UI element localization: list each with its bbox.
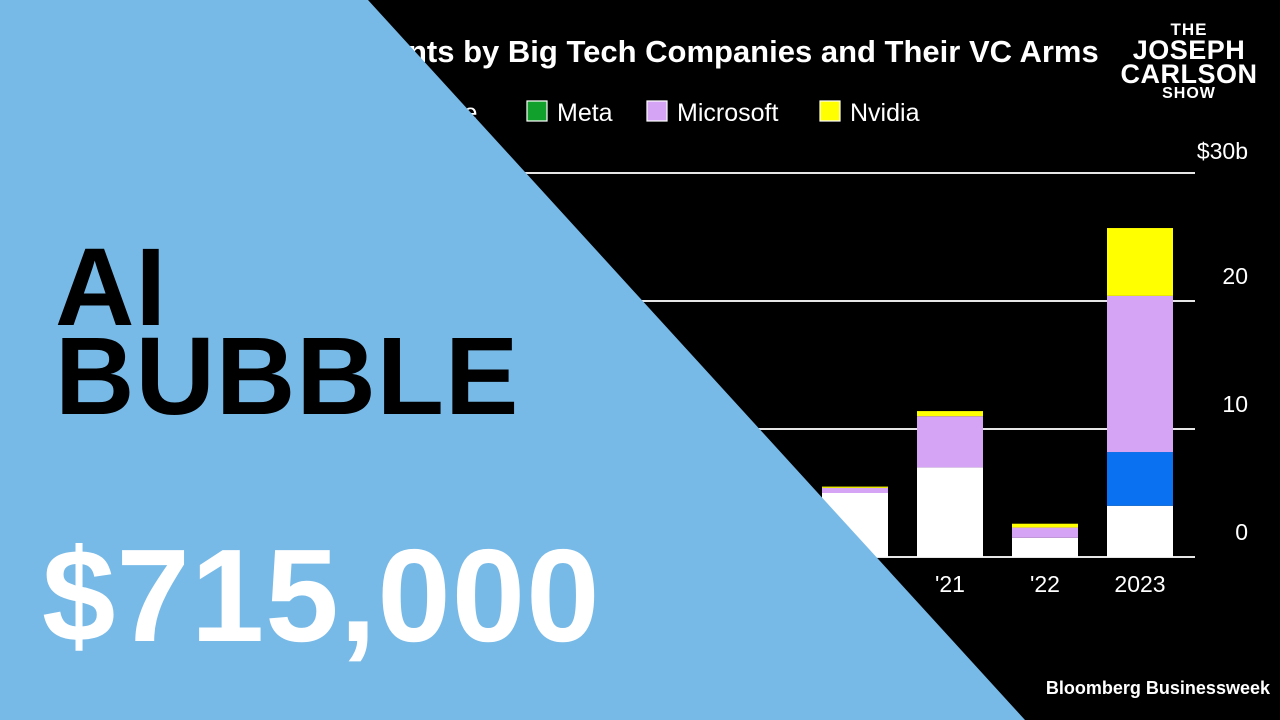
bar-segment xyxy=(917,411,983,417)
bar-segment xyxy=(822,487,888,493)
logo-line-carlson: CARLSON xyxy=(1120,59,1258,90)
x-tick-labels: '21 '22 2023 xyxy=(935,571,1166,597)
blue-diagonal-panel xyxy=(0,0,1025,720)
chart-legend: pleMetaMicrosoftNvidia xyxy=(444,99,920,127)
bar-segment xyxy=(1107,452,1173,506)
legend-label: Meta xyxy=(557,99,613,127)
bar-segment xyxy=(1012,537,1078,557)
legend-label: Microsoft xyxy=(677,99,778,127)
x-tick-label: 2023 xyxy=(1114,571,1165,597)
bar-segment xyxy=(1107,295,1173,453)
legend-swatch xyxy=(819,100,841,122)
logo-line-the: THE xyxy=(1170,20,1208,39)
bar-segment xyxy=(1107,228,1173,296)
bar-segment xyxy=(822,486,888,488)
bar-segment xyxy=(1107,505,1173,557)
x-tick-label: '22 xyxy=(1030,571,1060,597)
chart: nts by Big Tech Companies and Their VC A… xyxy=(0,34,1248,597)
legend-label: Nvidia xyxy=(850,99,920,127)
logo-line-show: SHOW xyxy=(1162,85,1216,103)
source-credit: Bloomberg Businessweek xyxy=(1045,678,1270,698)
headline-bubble: BUBBLE xyxy=(55,315,520,438)
bars xyxy=(822,228,1173,557)
y-tick-labels: 0 10 20 xyxy=(1222,263,1248,545)
bar-segment xyxy=(917,416,983,468)
show-logo: THE JOSEPH CARLSON SHOW xyxy=(1114,20,1264,103)
bar-segment xyxy=(1012,527,1078,538)
y-tick-label: 20 xyxy=(1222,263,1248,289)
headline-ai: AI xyxy=(55,226,167,349)
legend-swatch xyxy=(526,100,548,122)
y-tick-label: 10 xyxy=(1222,391,1248,417)
logo-line-joseph: JOSEPH xyxy=(1132,34,1246,65)
bar-segment xyxy=(1012,523,1078,528)
chart-title: nts by Big Tech Companies and Their VC A… xyxy=(408,34,1099,69)
y-axis-unit-label: $30b xyxy=(1197,138,1248,164)
price-amount: $715,000 xyxy=(42,522,601,669)
x-tick-label: '21 xyxy=(935,571,965,597)
bar-segment xyxy=(917,467,983,557)
legend-swatch xyxy=(646,100,668,122)
y-tick-label: 0 xyxy=(1235,519,1248,545)
